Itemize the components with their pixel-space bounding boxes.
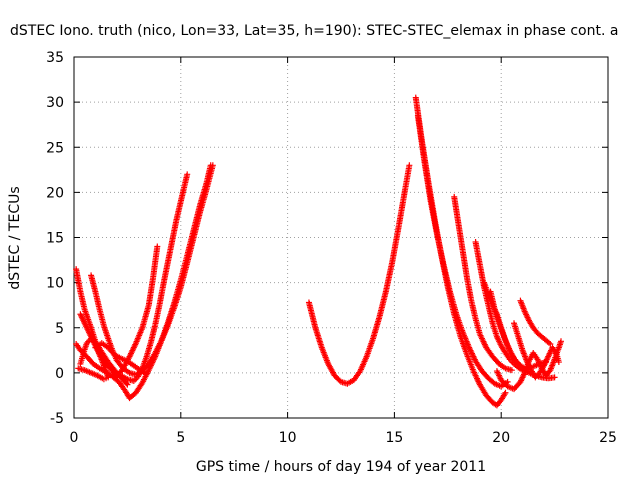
data-point bbox=[406, 162, 413, 169]
x-tick-label: 10 bbox=[279, 430, 297, 446]
y-tick-label: -5 bbox=[50, 411, 64, 427]
data-series bbox=[472, 239, 526, 374]
data-series bbox=[451, 193, 515, 374]
data-point bbox=[77, 360, 84, 367]
data-series bbox=[517, 297, 554, 347]
data-point bbox=[547, 340, 554, 347]
x-tick-label: 15 bbox=[385, 430, 403, 446]
data-point bbox=[123, 380, 130, 387]
data-series bbox=[511, 320, 562, 381]
axis-ticks: 0 5 10 15 20 25 -5 0 5 10 15 20 25 30 35 bbox=[46, 50, 617, 446]
data-point bbox=[551, 374, 558, 381]
y-tick-label: 5 bbox=[55, 321, 64, 337]
x-axis-label: GPS time / hours of day 194 of year 2011 bbox=[196, 459, 486, 475]
data-marks bbox=[73, 94, 565, 409]
y-tick-label: 15 bbox=[46, 231, 64, 247]
x-tick-label: 25 bbox=[599, 430, 617, 446]
data-point bbox=[209, 162, 216, 169]
data-point bbox=[555, 359, 562, 366]
y-tick-label: 0 bbox=[55, 366, 64, 382]
data-point bbox=[143, 370, 150, 377]
data-point bbox=[502, 389, 509, 396]
y-tick-label: 20 bbox=[46, 185, 64, 201]
data-series bbox=[305, 162, 413, 387]
data-point bbox=[124, 381, 131, 388]
data-point bbox=[154, 243, 161, 250]
x-tick-label: 0 bbox=[70, 430, 79, 446]
x-tick-label: 5 bbox=[176, 430, 185, 446]
y-tick-label: 10 bbox=[46, 276, 64, 292]
data-series bbox=[414, 112, 511, 390]
chart-title: dSTEC Iono. truth (nico, Lon=33, Lat=35,… bbox=[10, 23, 618, 39]
data-series bbox=[77, 243, 161, 381]
data-point bbox=[558, 338, 565, 345]
x-tick-label: 20 bbox=[492, 430, 510, 446]
data-point bbox=[184, 171, 191, 178]
data-series bbox=[75, 335, 112, 383]
data-series bbox=[117, 171, 191, 384]
y-tick-label: 25 bbox=[46, 140, 64, 156]
y-tick-label: 30 bbox=[46, 95, 64, 111]
y-tick-label: 35 bbox=[46, 50, 64, 66]
data-point bbox=[508, 367, 515, 374]
y-axis-label: dSTEC / TECUs bbox=[7, 186, 23, 289]
